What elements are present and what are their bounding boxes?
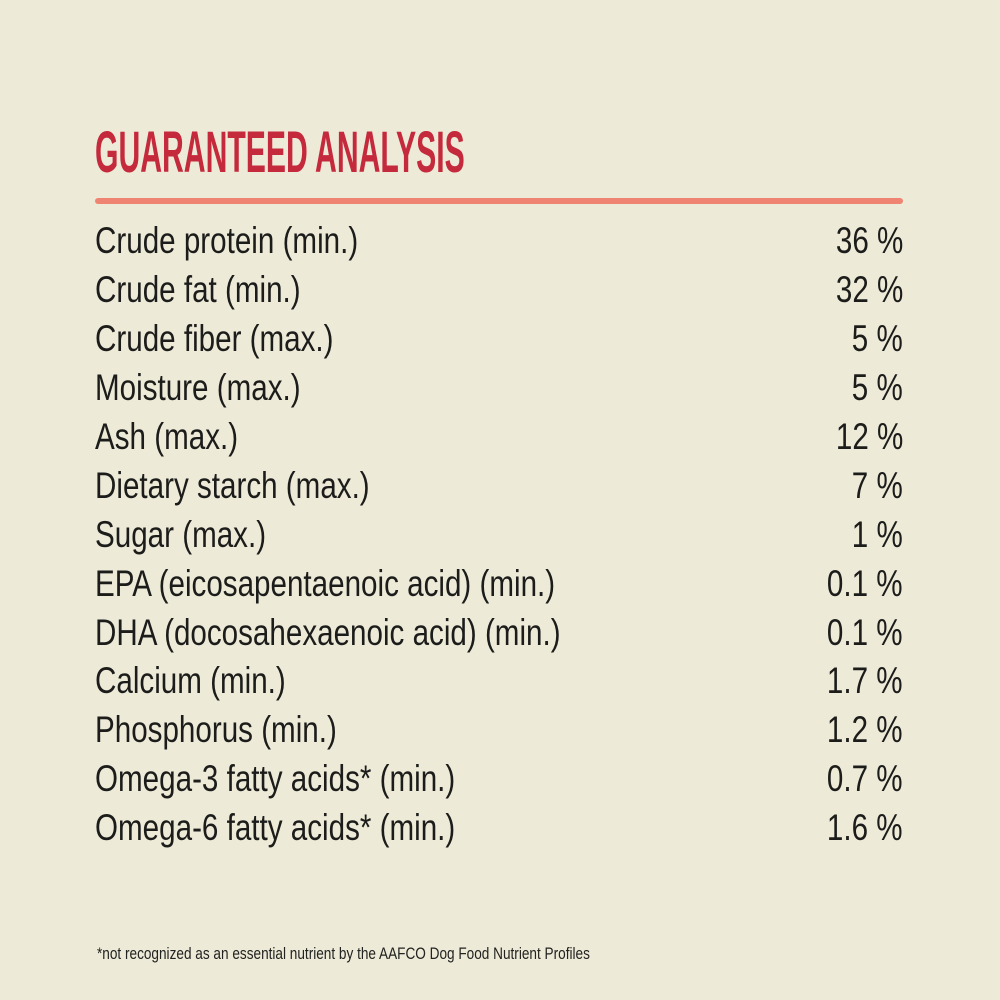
nutrient-value: 1 %: [851, 513, 903, 555]
nutrient-value: 1.6 %: [827, 807, 903, 849]
nutrient-label: Omega-3 fatty acids* (min.): [95, 758, 456, 800]
nutrient-label: Calcium (min.): [95, 660, 286, 702]
nutrient-value: 0.1 %: [827, 562, 903, 604]
table-row: Sugar (max.) 1 %: [95, 510, 903, 559]
table-row: Omega-6 fatty acids* (min.) 1.6 %: [95, 804, 903, 853]
table-row: Dietary starch (max.) 7 %: [95, 461, 903, 510]
nutrient-label: Crude fiber (max.): [95, 318, 334, 360]
nutrient-value: 5 %: [851, 318, 903, 360]
table-row: EPA (eicosapentaenoic acid) (min.) 0.1 %: [95, 559, 903, 608]
panel-content: GUARANTEED ANALYSIS Crude protein (min.)…: [95, 120, 903, 853]
footnote: *not recognized as an essential nutrient…: [97, 944, 590, 963]
table-row: Crude fiber (max.) 5 %: [95, 315, 903, 364]
analysis-table: Crude protein (min.) 36 % Crude fat (min…: [95, 217, 903, 853]
nutrient-label: Crude fat (min.): [95, 269, 301, 311]
nutrient-value: 1.7 %: [827, 660, 903, 702]
nutrient-value: 0.7 %: [827, 758, 903, 800]
nutrient-label: Ash (max.): [95, 416, 239, 457]
table-row: Calcium (min.) 1.7 %: [95, 657, 903, 706]
nutrient-label: Dietary starch (max.): [95, 464, 370, 506]
nutrient-label: Phosphorus (min.): [95, 709, 337, 751]
table-row: Crude protein (min.) 36 %: [95, 217, 903, 266]
nutrient-label: EPA (eicosapentaenoic acid) (min.): [95, 562, 556, 604]
nutrient-label: Omega-6 fatty acids* (min.): [95, 807, 456, 849]
nutrient-label: Crude protein (min.): [95, 220, 359, 262]
nutrient-value: 5 %: [851, 367, 903, 409]
table-row: Moisture (max.) 5 %: [95, 364, 903, 413]
nutrient-value: 36 %: [835, 220, 903, 262]
nutrient-value: 1.2 %: [827, 709, 903, 751]
nutrient-label: DHA (docosahexaenoic acid) (min.): [95, 611, 561, 653]
table-row: Omega-3 fatty acids* (min.) 0.7 %: [95, 755, 903, 804]
nutrient-value: 0.1 %: [827, 611, 903, 653]
table-row: DHA (docosahexaenoic acid) (min.) 0.1 %: [95, 608, 903, 657]
table-row: Ash (max.) 12 %: [95, 413, 903, 462]
nutrient-value: 7 %: [851, 464, 903, 506]
title-divider: [95, 198, 903, 204]
nutrient-label: Sugar (max.): [95, 513, 267, 555]
table-row: Crude fat (min.) 32 %: [95, 266, 903, 315]
nutrient-value: 32 %: [835, 269, 903, 311]
nutrient-value: 12 %: [835, 416, 903, 457]
nutrient-label: Moisture (max.): [95, 367, 301, 409]
page-title: GUARANTEED ANALYSIS: [95, 120, 465, 185]
table-row: Phosphorus (min.) 1.2 %: [95, 706, 903, 755]
